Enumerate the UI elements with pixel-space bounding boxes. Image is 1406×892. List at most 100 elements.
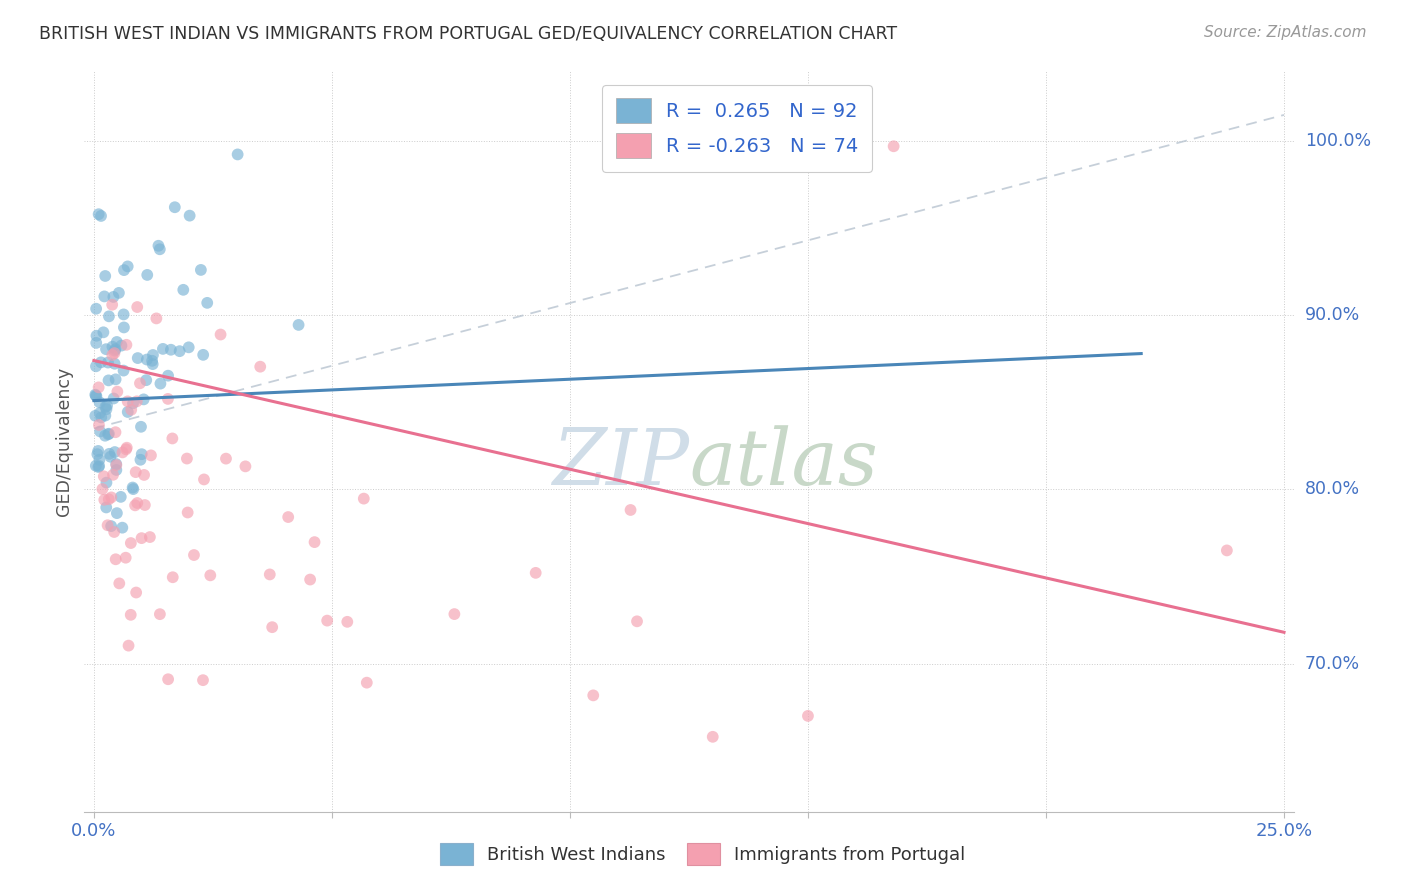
Point — [183, 548, 205, 562]
Point — [162, 570, 184, 584]
Point — [336, 615, 359, 629]
Point — [262, 620, 284, 634]
Point — [356, 675, 378, 690]
Point — [117, 405, 139, 419]
Point — [104, 372, 127, 386]
Point — [797, 709, 820, 723]
Point — [172, 283, 194, 297]
Point — [90, 355, 112, 369]
Point — [132, 467, 155, 482]
Point — [127, 496, 149, 510]
Point — [90, 410, 112, 425]
Point — [87, 380, 110, 394]
Point — [105, 457, 128, 471]
Text: atlas: atlas — [689, 425, 877, 502]
Point — [97, 427, 120, 442]
Point — [117, 639, 139, 653]
Point — [103, 392, 125, 406]
Point — [104, 342, 127, 356]
Point — [89, 458, 111, 473]
Point — [141, 353, 163, 368]
Point — [105, 458, 128, 472]
Point — [120, 536, 142, 550]
Point — [160, 343, 183, 357]
Point — [443, 607, 465, 621]
Point — [157, 672, 180, 686]
Point — [114, 550, 136, 565]
Point — [97, 518, 120, 533]
Point — [259, 567, 281, 582]
Text: 70.0%: 70.0% — [1305, 655, 1360, 673]
Point — [104, 343, 127, 358]
Point — [96, 475, 118, 490]
Point — [84, 388, 107, 402]
Point — [626, 615, 648, 629]
Point — [112, 320, 135, 334]
Point — [157, 368, 180, 383]
Point — [100, 450, 122, 464]
Point — [84, 335, 107, 350]
Point — [103, 290, 125, 304]
Point — [101, 348, 124, 362]
Point — [96, 402, 118, 417]
Point — [96, 399, 118, 413]
Point — [104, 445, 127, 459]
Point — [97, 310, 120, 324]
Point — [176, 506, 198, 520]
Point — [129, 419, 152, 434]
Point — [132, 392, 155, 407]
Point — [193, 472, 215, 486]
Point — [97, 492, 120, 507]
Point — [115, 338, 138, 352]
Point — [215, 451, 238, 466]
Point — [134, 498, 156, 512]
Text: 80.0%: 80.0% — [1305, 481, 1360, 499]
Legend: R =  0.265   N = 92, R = -0.263   N = 74: R = 0.265 N = 92, R = -0.263 N = 74 — [602, 85, 872, 171]
Point — [120, 607, 142, 622]
Point — [129, 376, 152, 391]
Point — [84, 387, 107, 401]
Point — [105, 384, 128, 399]
Point — [122, 396, 145, 410]
Point — [93, 492, 115, 507]
Point — [142, 357, 165, 371]
Point — [127, 300, 149, 314]
Point — [135, 373, 157, 387]
Point — [115, 442, 138, 457]
Point — [117, 260, 139, 274]
Point — [89, 452, 111, 467]
Point — [104, 425, 127, 440]
Point — [97, 373, 120, 387]
Point — [163, 200, 186, 214]
Point — [94, 268, 117, 283]
Point — [129, 452, 152, 467]
Point — [191, 673, 214, 688]
Legend: British West Indians, Immigrants from Portugal: British West Indians, Immigrants from Po… — [433, 836, 973, 872]
Point — [883, 139, 905, 153]
Point — [98, 447, 121, 461]
Point — [149, 376, 172, 391]
Text: 90.0%: 90.0% — [1305, 306, 1360, 325]
Point — [86, 389, 108, 403]
Point — [89, 395, 111, 409]
Point — [127, 351, 149, 365]
Point — [149, 242, 172, 256]
Point — [84, 301, 107, 316]
Point — [226, 147, 249, 161]
Point — [94, 428, 117, 442]
Point — [316, 614, 339, 628]
Point — [177, 340, 200, 354]
Point — [104, 552, 127, 566]
Point — [112, 307, 135, 321]
Point — [94, 400, 117, 414]
Point — [101, 298, 124, 312]
Point — [169, 344, 191, 359]
Point — [148, 239, 170, 253]
Point — [104, 357, 127, 371]
Point — [87, 207, 110, 221]
Point — [89, 406, 111, 420]
Point — [619, 503, 641, 517]
Point — [152, 342, 174, 356]
Point — [193, 348, 215, 362]
Point — [524, 566, 547, 580]
